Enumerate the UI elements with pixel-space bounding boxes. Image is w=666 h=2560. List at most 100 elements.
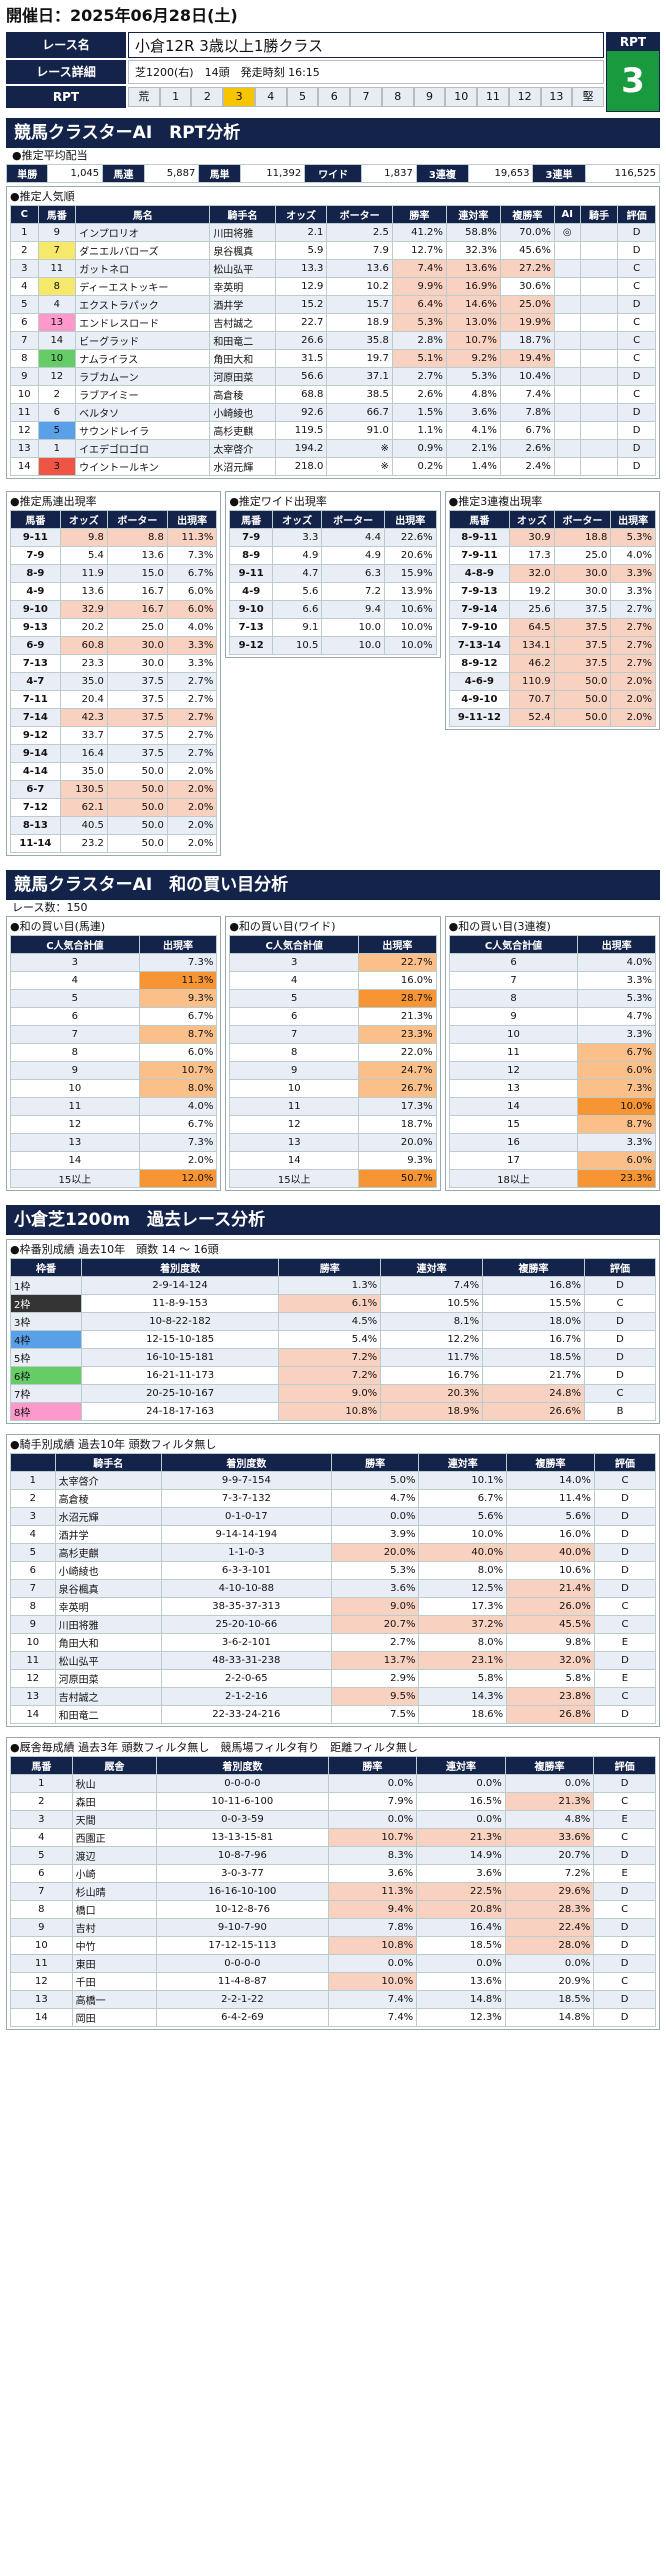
table-row: 12 18.7%: [229, 1115, 437, 1134]
table-cell: D: [617, 403, 656, 422]
table-cell: 12-15-10-185: [80, 1330, 280, 1349]
table-row: 8-9 4.9 4.9 20.6%: [229, 546, 437, 565]
column-header: AI: [553, 205, 581, 224]
avg-value: 1,837: [361, 164, 417, 183]
table-row: 4-7 35.0 37.5 2.7%: [10, 672, 218, 691]
table-row: 4 11.3%: [10, 971, 218, 990]
column-header: 連対率: [445, 205, 501, 224]
table-cell: D: [593, 1561, 657, 1580]
table-row: 5 渡辺 10-8-7-96 8.3% 14.9% 20.7% D: [10, 1846, 656, 1865]
table-cell: 13: [10, 1133, 140, 1152]
table-cell: 23.2: [59, 834, 108, 853]
table-row: 12 千田 11-4-8-87 10.0% 13.6% 20.9% C: [10, 1972, 656, 1991]
table-cell: 14: [37, 331, 77, 350]
table-cell: 5: [37, 421, 77, 440]
table-cell: 0.0%: [416, 1810, 506, 1829]
table-cell: 50.7%: [358, 1169, 437, 1188]
table-cell: 8-9: [229, 546, 274, 565]
column-header: 出現率: [138, 935, 218, 954]
table-cell: 1: [37, 439, 77, 458]
table-cell: 15以上: [10, 1169, 140, 1188]
table-cell: C: [617, 259, 656, 278]
table-cell: 6.7%: [577, 1043, 656, 1062]
table-cell: 1.5%: [391, 403, 447, 422]
table-cell: 9-11-12: [448, 708, 511, 727]
table-cell: 41.2%: [391, 223, 447, 242]
table-cell: 40.0%: [506, 1543, 595, 1562]
column-header: 枠番: [10, 1258, 82, 1277]
table-cell: 9.5%: [330, 1687, 420, 1706]
table-cell: E: [593, 1864, 656, 1883]
avg-value: 116,525: [584, 164, 661, 183]
table-cell: 4.7%: [330, 1489, 420, 1508]
table-cell: 3.3%: [577, 1025, 656, 1044]
table-cell: [579, 367, 619, 386]
table-cell: 4: [10, 971, 140, 990]
table-cell: 11: [10, 403, 39, 422]
column-header: ボーター: [553, 510, 612, 529]
table-row: 7 3.3%: [448, 971, 656, 990]
table-cell: 5: [10, 1846, 73, 1865]
table-cell: 高倉稜: [54, 1489, 162, 1508]
table-cell: 13: [448, 1079, 579, 1098]
table-cell: 8-9: [10, 564, 61, 583]
table-row: 13 20.0%: [229, 1133, 437, 1152]
table-cell: 6: [10, 313, 39, 332]
table-row: 8 10 ナムライラス 角田大和 31.5 19.7 5.1% 9.2% 19.4% C: [10, 349, 656, 368]
race-detail: 芝1200(右) 14頭 発走時刻 16:15: [128, 60, 604, 84]
wa-umaren-table: C人気合計値 出現率 3 7.3% 4 11.3% 5 9.3% 6 6.7% 7 8.7% 8 6.0%…: [10, 935, 218, 1188]
table-cell: 10-12-8-76: [156, 1900, 329, 1919]
table-cell: [579, 385, 619, 404]
table-row: 8-9-11 30.9 18.8 5.3%: [448, 528, 656, 547]
table-cell: 6.7%: [138, 1115, 218, 1134]
table-cell: 0.2%: [391, 457, 447, 476]
table-cell: 5.3%: [330, 1561, 420, 1580]
table-cell: 6: [37, 403, 77, 422]
table-cell: 40.5: [59, 816, 108, 835]
table-cell: 2.7%: [610, 654, 656, 673]
table-cell: 23.3: [59, 654, 108, 673]
table-cell: 30.6%: [499, 277, 555, 296]
table-cell: 50.0: [106, 762, 168, 781]
table-cell: 8: [10, 349, 39, 368]
table-cell: 2.0%: [138, 1151, 218, 1170]
table-row: 7-9-10 64.5 37.5 2.7%: [448, 618, 656, 637]
table-cell: 太宰啓介: [54, 1471, 162, 1490]
table-cell: 7.4%: [380, 1276, 484, 1295]
table-cell: エクストラパック: [75, 295, 211, 314]
table-cell: 21.7%: [482, 1366, 585, 1385]
table-cell: 32.0: [509, 564, 555, 583]
table-cell: 10.6%: [506, 1561, 595, 1580]
table-row: 8-9 11.9 15.0 6.7%: [10, 564, 218, 583]
table-cell: ※: [326, 457, 393, 476]
table-cell: 18.5%: [416, 1936, 506, 1955]
table-cell: 2.7%: [166, 672, 218, 691]
table-cell: 7.3%: [138, 1133, 218, 1152]
table-cell: 16.8%: [482, 1276, 585, 1295]
table-cell: 4: [10, 1828, 73, 1847]
avg-value: 1,045: [47, 164, 104, 183]
table-cell: 9.8%: [506, 1633, 595, 1652]
table-row: 11 4.0%: [10, 1097, 218, 1116]
table-cell: ラブアイミー: [75, 385, 211, 404]
table-cell: 2.0%: [166, 816, 218, 835]
table-row: 5 28.7%: [229, 989, 437, 1008]
table-cell: 3: [229, 953, 360, 972]
table-row: 1 9 インプロリオ 川田将雅 2.1 2.5 41.2% 58.8% 70.0% ◎ D: [10, 223, 656, 242]
table-cell: 6.7%: [418, 1489, 508, 1508]
table-cell: 6-4-2-69: [156, 2008, 329, 2027]
column-header: C人気合計値: [448, 935, 579, 954]
table-row: 13 7.3%: [448, 1079, 656, 1098]
table-cell: 7枠: [10, 1384, 82, 1403]
table-cell: [579, 457, 619, 476]
rpt-cell: 8: [381, 87, 414, 107]
table-cell: 10: [10, 1633, 56, 1652]
table-cell: 8枠: [10, 1402, 82, 1421]
table-cell: 10.0: [321, 636, 385, 655]
table-cell: 8.7%: [577, 1115, 656, 1134]
table-cell: 17: [448, 1151, 579, 1170]
table-cell: E: [593, 1633, 657, 1652]
table-cell: 46.2: [509, 654, 555, 673]
table-cell: 68.8: [274, 385, 328, 404]
table-row: 13 7.3%: [10, 1133, 218, 1152]
